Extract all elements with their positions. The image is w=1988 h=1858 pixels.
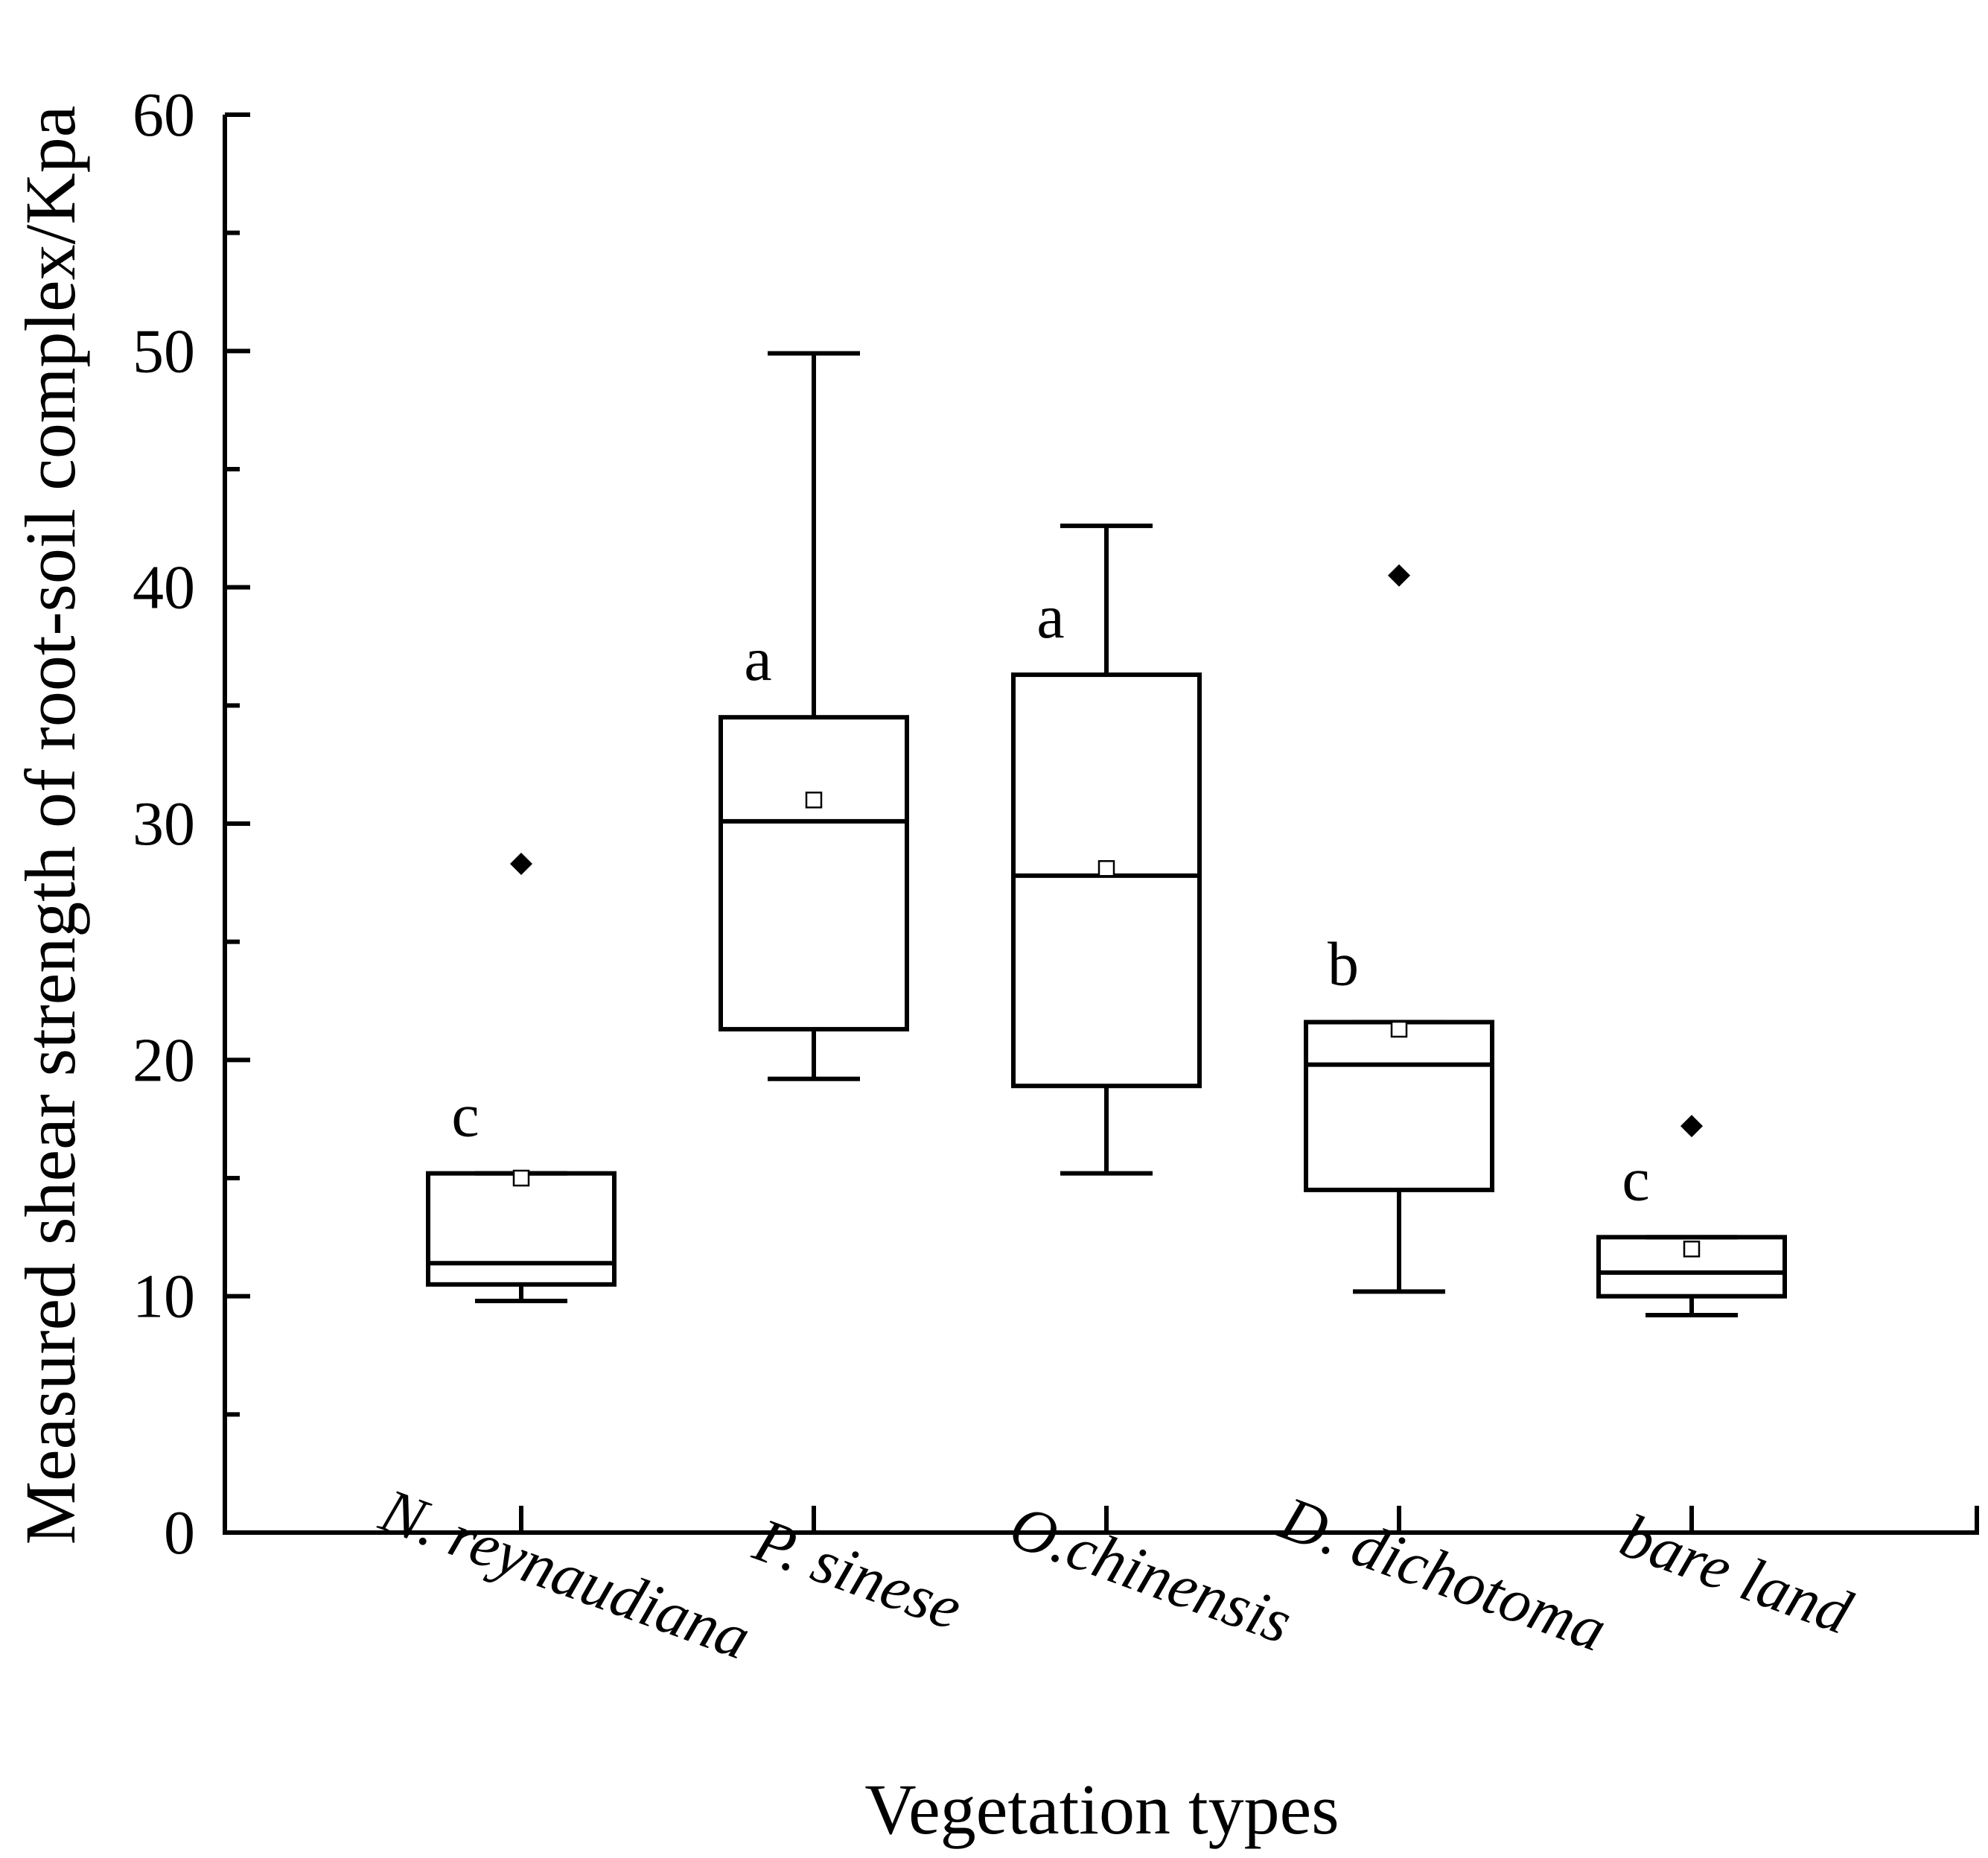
y-tick-label: 40 bbox=[133, 553, 195, 623]
x-tick-label: bare land bbox=[1612, 1501, 1861, 1649]
mean-marker bbox=[512, 1169, 530, 1187]
box-group: b bbox=[1304, 564, 1494, 1294]
outlier-point bbox=[1388, 564, 1410, 587]
y-tick-label: 0 bbox=[164, 1498, 195, 1568]
y-tick-label: 30 bbox=[133, 789, 195, 859]
box-group: c bbox=[426, 852, 617, 1304]
y-ticks: 0 10 20 30 40 50 60 bbox=[133, 80, 250, 1568]
mean-marker bbox=[1683, 1240, 1701, 1258]
y-tick-label: 20 bbox=[133, 1025, 195, 1095]
significance-label: a bbox=[744, 625, 771, 694]
outlier-point bbox=[510, 852, 532, 875]
box-group: a bbox=[719, 351, 909, 1081]
x-tick-label: N. reynaudiana bbox=[371, 1475, 759, 1673]
y-tick-label: 10 bbox=[133, 1262, 195, 1332]
y-axis-title: Measured shear strength of root-soil com… bbox=[10, 106, 90, 1545]
box-group: a bbox=[1011, 524, 1202, 1176]
x-tick-label: D. dichotoma bbox=[1271, 1483, 1615, 1665]
mean-marker bbox=[1390, 1020, 1408, 1038]
box-group: c bbox=[1596, 1115, 1787, 1318]
box bbox=[719, 715, 909, 1032]
box bbox=[1596, 1235, 1787, 1299]
outlier-point bbox=[1680, 1115, 1703, 1138]
significance-label: c bbox=[1622, 1145, 1649, 1214]
box bbox=[1011, 672, 1202, 1089]
y-tick-label: 60 bbox=[133, 80, 195, 150]
significance-label: b bbox=[1328, 930, 1359, 999]
axes bbox=[223, 115, 1979, 1535]
x-tick-label: O.chinensis bbox=[1001, 1492, 1300, 1657]
significance-label: a bbox=[1036, 582, 1064, 652]
x-axis-title: Vegetation types bbox=[864, 1769, 1339, 1849]
y-tick-label: 50 bbox=[133, 316, 195, 386]
x-tick-label: P. sinese bbox=[745, 1505, 970, 1644]
boxes: c a a b c bbox=[426, 351, 1787, 1318]
mean-marker bbox=[805, 792, 823, 809]
mean-marker bbox=[1097, 860, 1115, 877]
box bbox=[426, 1171, 617, 1287]
box bbox=[1304, 1019, 1494, 1192]
significance-label: c bbox=[451, 1081, 479, 1151]
